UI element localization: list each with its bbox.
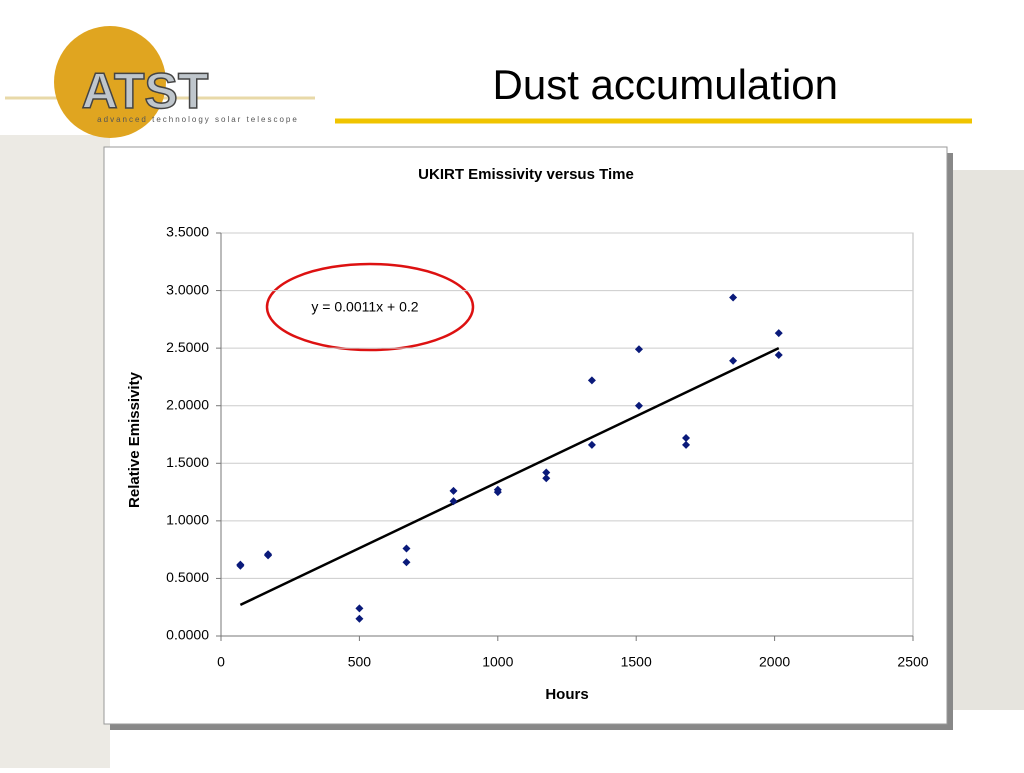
y-tick-label: 2.5000 [166,339,209,355]
data-point [634,345,643,354]
data-point [355,604,364,613]
x-tick-label: 500 [348,654,372,670]
data-point [449,497,458,506]
y-tick-label: 1.5000 [166,454,209,470]
x-tick-label: 0 [217,654,225,670]
slide-title: Dust accumulation [493,61,839,108]
data-point [264,551,273,560]
y-tick-label: 1.0000 [166,512,209,528]
data-point [542,474,551,483]
y-axis-label: Relative Emissivity [126,371,143,508]
data-point [682,433,691,442]
logo-text: ATST [82,63,209,119]
background-art [0,135,110,768]
data-point [729,356,738,365]
data-point [402,544,411,553]
data-point [449,486,458,495]
trendline [239,347,780,607]
data-point [402,558,411,567]
annotation-ellipse [265,262,475,352]
x-tick-label: 2500 [897,654,928,670]
data-point [729,293,738,302]
logo-circle [54,26,166,138]
background-art [950,170,1024,710]
data-point [587,440,596,449]
data-point [774,329,783,338]
x-tick-label: 2000 [759,654,790,670]
y-tick-label: 0.0000 [166,627,209,643]
data-point [774,351,783,360]
plot-area [220,232,914,637]
y-tick-label: 3.5000 [166,224,209,240]
y-tick-label: 2.0000 [166,396,209,412]
data-point [355,614,364,623]
logo-subtitle: advanced technology solar telescope [97,115,299,124]
marks [236,293,783,623]
data-point [587,376,596,385]
annotation: y = 0.0011x + 0.2 [311,299,418,315]
grid: 0.0000 0.5000 1.0000 1.5000 2.0000 2.5000 3.00… [166,224,929,670]
y-tick-label: 3.0000 [166,281,209,297]
y-tick-label: 0.5000 [166,569,209,585]
data-point [682,440,691,449]
x-axis-label: Hours [545,686,588,703]
x-tick-label: 1500 [621,654,652,670]
data-point [236,561,245,570]
x-tick-label: 1000 [482,654,513,670]
data-point [634,401,643,410]
data-point [493,488,502,497]
chart-title: UKIRT Emissivity versus Time [418,166,634,183]
data-point [542,468,551,477]
